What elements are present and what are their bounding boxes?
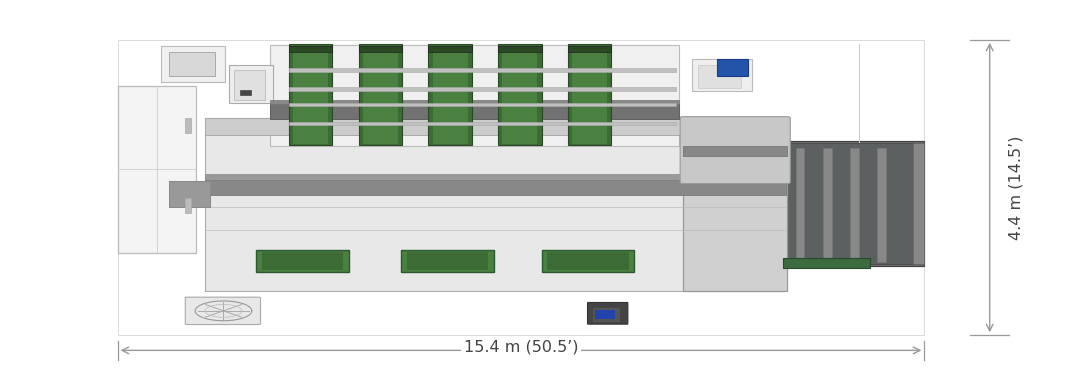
Bar	[289, 68, 676, 72]
Bar	[568, 44, 611, 145]
Bar	[572, 47, 607, 144]
Bar	[433, 47, 468, 144]
Bar	[289, 87, 676, 91]
Bar	[498, 44, 542, 145]
Text: 4.4 m (14.5’): 4.4 m (14.5’)	[1008, 136, 1024, 240]
Bar	[592, 307, 620, 322]
Bar	[293, 47, 328, 144]
Bar	[169, 180, 210, 207]
FancyBboxPatch shape	[588, 302, 628, 324]
Bar	[850, 148, 859, 262]
Bar	[270, 100, 679, 104]
Bar	[877, 148, 886, 262]
Bar	[428, 46, 472, 52]
Bar	[289, 103, 676, 106]
Bar	[205, 118, 786, 135]
Bar	[683, 146, 787, 156]
Bar	[407, 252, 488, 270]
Bar	[359, 44, 402, 145]
Bar	[717, 59, 748, 76]
FancyBboxPatch shape	[185, 297, 261, 325]
Bar	[502, 47, 537, 144]
Bar	[359, 46, 402, 52]
Bar	[205, 118, 786, 291]
Bar	[428, 44, 472, 145]
Bar	[270, 104, 679, 119]
Bar	[169, 52, 215, 76]
Bar	[779, 141, 924, 266]
Bar	[169, 180, 210, 207]
Bar	[118, 86, 196, 253]
Bar	[401, 250, 494, 272]
Bar	[783, 142, 919, 264]
Bar	[289, 122, 676, 125]
Bar	[262, 252, 343, 270]
Bar	[240, 90, 251, 95]
Bar	[363, 47, 398, 144]
Bar	[698, 65, 741, 88]
Bar	[289, 46, 332, 52]
Bar	[289, 44, 332, 145]
Bar	[229, 65, 272, 103]
Bar	[185, 118, 191, 133]
Bar	[913, 142, 924, 264]
Bar	[270, 45, 679, 146]
Bar	[205, 180, 786, 195]
Bar	[542, 250, 634, 272]
Bar	[118, 40, 924, 335]
Bar	[796, 148, 804, 262]
Bar	[595, 310, 615, 319]
Text: 15.4 m (50.5’): 15.4 m (50.5’)	[463, 339, 579, 354]
Bar	[161, 46, 225, 82]
Bar	[185, 198, 191, 213]
Bar	[779, 141, 924, 266]
Bar	[823, 148, 832, 262]
Bar	[498, 46, 542, 52]
Bar	[205, 174, 786, 179]
Bar	[547, 252, 629, 270]
Bar	[568, 46, 611, 52]
Bar	[692, 59, 752, 91]
Bar	[256, 250, 349, 272]
Bar	[234, 70, 265, 100]
Bar	[683, 118, 787, 291]
FancyBboxPatch shape	[680, 117, 790, 184]
Bar	[783, 258, 870, 268]
